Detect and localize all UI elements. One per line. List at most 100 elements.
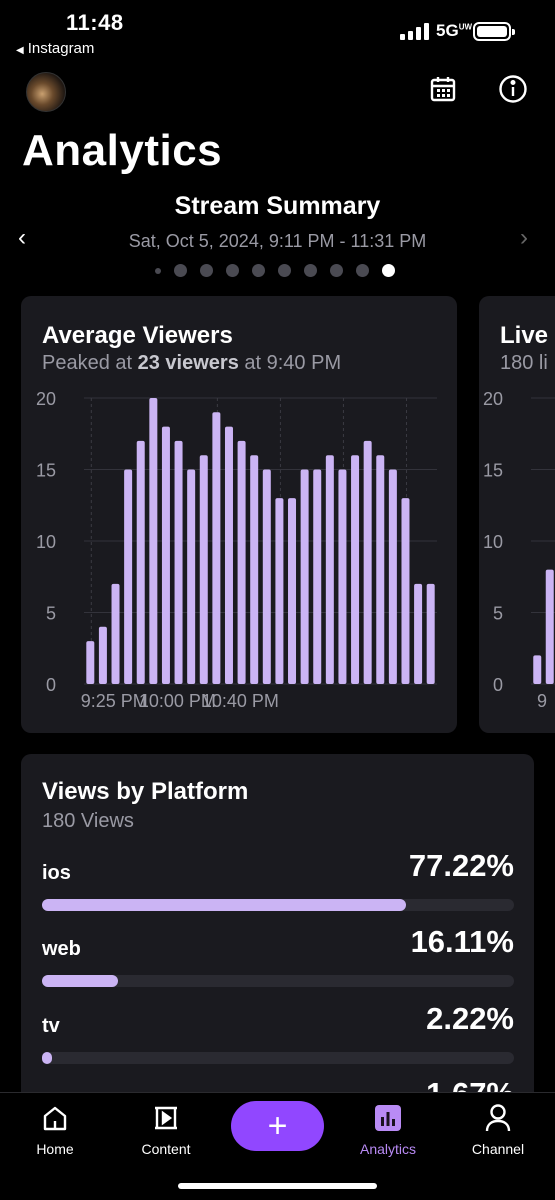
chart-bar (250, 455, 259, 684)
nav-channel-label: Channel (471, 1141, 525, 1157)
y-tick-label: 15 (483, 461, 503, 481)
page-dot[interactable] (304, 264, 317, 277)
chart-bar (275, 498, 284, 684)
chart-bar (187, 469, 196, 684)
nav-home-label: Home (36, 1141, 74, 1157)
nav-content-label: Content (141, 1141, 191, 1157)
chart-bar (351, 455, 360, 684)
x-tick-label-partial: 9 (537, 691, 547, 711)
chevron-right-icon[interactable]: › (520, 224, 528, 251)
status-bar: 11:48 ◀ Instagram 5GUW (0, 0, 555, 62)
status-time: 11:48 (66, 10, 124, 35)
platform-bar-track (42, 975, 514, 987)
nav-analytics[interactable]: Analytics (338, 1103, 438, 1157)
live-chart: 0 5 10 15 20 9 (483, 389, 555, 711)
chart-bar (401, 498, 410, 684)
content-icon (116, 1103, 216, 1133)
signal-icon (400, 22, 429, 40)
y-tick-label: 10 (36, 532, 56, 552)
avatar[interactable] (26, 72, 66, 112)
page-dot[interactable] (382, 264, 395, 277)
chart-bar (86, 641, 95, 684)
summary-date-range: Sat, Oct 5, 2024, 9:11 PM - 11:31 PM (128, 231, 427, 251)
chart-bar (313, 469, 322, 684)
chart-bar (545, 569, 554, 684)
create-button[interactable]: + (231, 1101, 324, 1151)
page-dot[interactable] (174, 264, 187, 277)
chart-bar (149, 398, 158, 684)
y-tick-label: 20 (483, 389, 503, 409)
chart-bar (124, 469, 133, 684)
live-card-title: Live (500, 322, 549, 349)
platform-card-title: Views by Platform (42, 778, 249, 805)
chart-bar (300, 469, 309, 684)
nav-home[interactable]: Home (5, 1103, 105, 1157)
page-indicator[interactable] (155, 264, 395, 277)
back-arrow-icon: ◀ (16, 45, 24, 56)
chart-bar (376, 455, 385, 684)
page-dot[interactable] (330, 264, 343, 277)
page-dot[interactable] (200, 264, 213, 277)
nav-analytics-label: Analytics (359, 1141, 417, 1157)
chart-bar (426, 583, 435, 684)
y-tick-label: 5 (46, 604, 56, 624)
chart-bar (237, 440, 246, 684)
chart-bar (224, 426, 233, 684)
platform-bar-track (42, 1052, 514, 1064)
chart-bar (414, 583, 423, 684)
average-viewers-card[interactable]: Average Viewers Peaked at 23 viewers at … (21, 296, 457, 733)
platform-percent: 16.11% (410, 924, 514, 959)
platform-bar-fill (42, 899, 407, 911)
bottom-nav: Home Content + Analytics Channel (0, 1092, 555, 1200)
battery-icon (473, 22, 515, 41)
y-tick-label: 15 (36, 461, 56, 481)
page-dot[interactable] (356, 264, 369, 277)
average-viewers-title: Average Viewers (42, 322, 233, 349)
plus-icon: + (267, 1106, 288, 1145)
x-tick-label: 10:00 PM (139, 691, 216, 711)
page-title: Analytics (22, 126, 223, 175)
live-card[interactable]: Live 180 li 0 5 10 15 20 9 (479, 296, 555, 733)
network-label: 5GUW (436, 21, 473, 40)
average-viewers-subtitle: Peaked at 23 viewers at 9:40 PM (42, 352, 342, 374)
chart-bar (212, 412, 221, 684)
platform-name: web (42, 938, 81, 960)
page-dot[interactable] (278, 264, 291, 277)
y-tick-label: 0 (493, 675, 503, 695)
nav-channel[interactable]: Channel (448, 1103, 548, 1157)
page-dot[interactable] (226, 264, 239, 277)
platform-bar-track (42, 899, 514, 911)
nav-content[interactable]: Content (116, 1103, 216, 1157)
chart-bar (111, 583, 120, 684)
chart-bar (288, 498, 297, 684)
live-card-subtitle: 180 li (500, 352, 548, 374)
y-tick-label: 5 (493, 604, 503, 624)
chart-bar (363, 440, 372, 684)
chart-bar (262, 469, 271, 684)
home-indicator[interactable] (178, 1183, 377, 1189)
platform-name: ios (42, 862, 71, 884)
chart-bar (533, 655, 542, 684)
chart-bar (388, 469, 397, 684)
analytics-icon (338, 1103, 438, 1133)
platform-percent: 77.22% (408, 848, 514, 883)
chart-bar (199, 455, 208, 684)
back-to-app-link[interactable]: ◀ Instagram (16, 40, 94, 57)
platform-bar-fill (42, 1052, 53, 1064)
chart-bar (98, 626, 107, 684)
y-tick-label: 20 (36, 389, 56, 409)
channel-icon (448, 1103, 548, 1133)
chart-bar (174, 440, 183, 684)
page-dot[interactable] (252, 264, 265, 277)
page-dot[interactable] (155, 267, 161, 274)
chart-bar (136, 440, 145, 684)
chart-bar (325, 455, 334, 684)
home-icon (5, 1103, 105, 1133)
info-icon[interactable] (496, 72, 530, 106)
summary-title: Stream Summary (174, 192, 381, 220)
platform-name: tv (42, 1015, 60, 1037)
chevron-left-icon[interactable]: ‹ (18, 224, 26, 251)
calendar-icon[interactable] (426, 72, 460, 106)
chart-bar (161, 426, 170, 684)
